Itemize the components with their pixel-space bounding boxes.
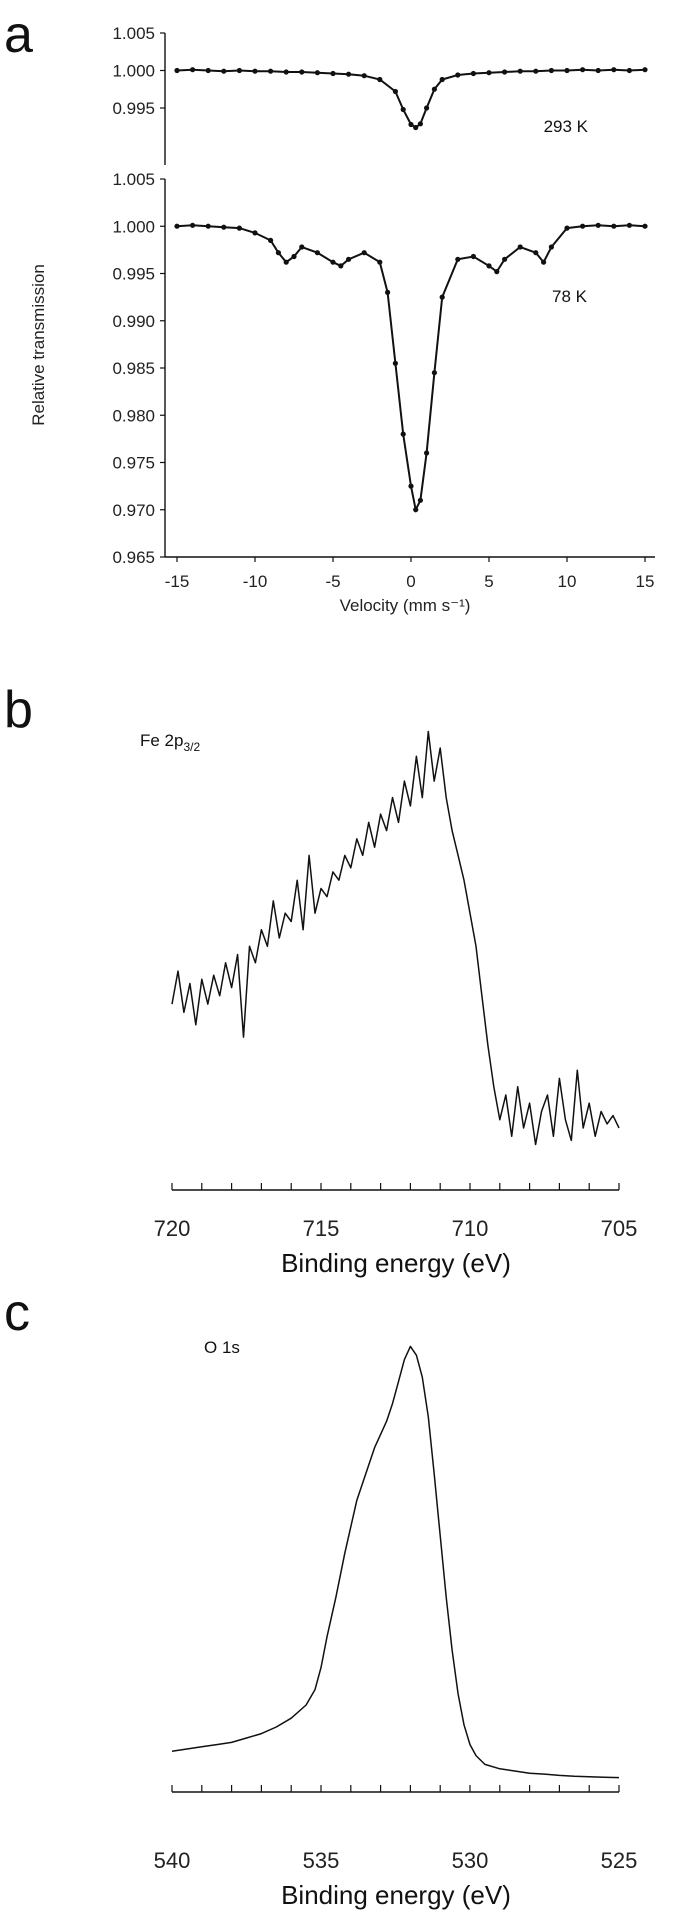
a-top-ytick-label-1: 1.000 <box>112 62 155 81</box>
a-bot-ytick-label-2: 0.995 <box>112 265 155 284</box>
a-xtick-label-3: 0 <box>406 572 415 591</box>
a-xtick-label-6: 15 <box>636 572 655 591</box>
a-bot-ytick-label-6: 0.975 <box>112 454 155 473</box>
c-xtick-label-3: 525 <box>601 1848 638 1873</box>
a-bot-ytick-label-8: 0.965 <box>112 548 155 567</box>
panel-b-x-axis-title: Binding energy (eV) <box>281 1248 511 1278</box>
a-bot-ytick-label-3: 0.990 <box>112 312 155 331</box>
panel-b-annotation: Fe 2p3/2 <box>140 731 200 754</box>
a-bot-ytick-label-4: 0.985 <box>112 359 155 378</box>
panel-c-x-axis-title: Binding energy (eV) <box>281 1880 511 1910</box>
a-bot-ytick-label-7: 0.970 <box>112 501 155 520</box>
panel-c-annotation: O 1s <box>204 1338 240 1357</box>
b-xtick-label-2: 710 <box>452 1216 489 1241</box>
panel-a-78k-fit-line <box>176 224 646 513</box>
panel-a-y-axis-title: Relative transmission <box>29 264 48 426</box>
a-bot-ytick-label-1: 1.000 <box>112 217 155 236</box>
panel-letter-b: b <box>4 681 33 739</box>
panel-b-fe2p: Fe 2p3/2 720 715 710 705 Binding energy (eV… <box>140 730 638 1278</box>
b-xtick-label-0: 720 <box>154 1216 191 1241</box>
a-bot-ytick-label-5: 0.980 <box>112 406 155 425</box>
panel-letter-a: a <box>4 6 33 64</box>
a-xtick-label-0: -15 <box>165 572 190 591</box>
a-xtick-label-2: -5 <box>325 572 340 591</box>
panel-b-annotation-sub: 3/2 <box>183 740 200 754</box>
panel-a-x-axis-title: Velocity (mm s⁻¹) <box>340 596 471 615</box>
panel-a-mossbauer: 1.005 1.000 0.995 1.005 1.000 0.995 0.990 0.98… <box>29 24 655 615</box>
a-xtick-label-5: 10 <box>558 572 577 591</box>
a-top-ytick-label-2: 0.995 <box>112 99 155 118</box>
panel-a-293k-fit-line <box>176 68 646 129</box>
panel-c-x-ticks: 540 535 530 525 <box>154 1785 638 1873</box>
panel-b-x-ticks: 720 715 710 705 <box>154 1183 638 1241</box>
a-xtick-label-1: -10 <box>243 572 268 591</box>
c-xtick-label-2: 530 <box>452 1848 489 1873</box>
panel-a-293k-label: 293 K <box>544 117 589 136</box>
panel-a-78k-label: 78 K <box>552 287 588 306</box>
a-top-ytick-label-0: 1.005 <box>112 24 155 43</box>
panel-a-top-y-ticks: 1.005 1.000 0.995 <box>112 24 165 118</box>
c-xtick-label-1: 535 <box>303 1848 340 1873</box>
panel-c-o1s: O 1s 540 535 530 525 Binding energy (eV) <box>154 1338 638 1910</box>
panel-a-bottom-y-ticks: 1.005 1.000 0.995 0.990 0.985 0.980 0.975 0.970… <box>112 170 165 567</box>
b-xtick-label-1: 715 <box>303 1216 340 1241</box>
c-xtick-label-0: 540 <box>154 1848 191 1873</box>
panel-letter-c: c <box>4 1284 30 1342</box>
panel-b-annotation-base: Fe 2p <box>140 731 183 750</box>
a-bot-ytick-label-0: 1.005 <box>112 170 155 189</box>
panel-c-spectrum-line <box>171 1345 620 1779</box>
panel-a-x-ticks: -15 -10 -5 0 5 10 15 <box>165 557 655 591</box>
panel-a-78k-points <box>174 222 648 513</box>
panel-b-spectrum-line <box>171 730 620 1146</box>
a-xtick-label-4: 5 <box>484 572 493 591</box>
b-xtick-label-3: 705 <box>601 1216 638 1241</box>
